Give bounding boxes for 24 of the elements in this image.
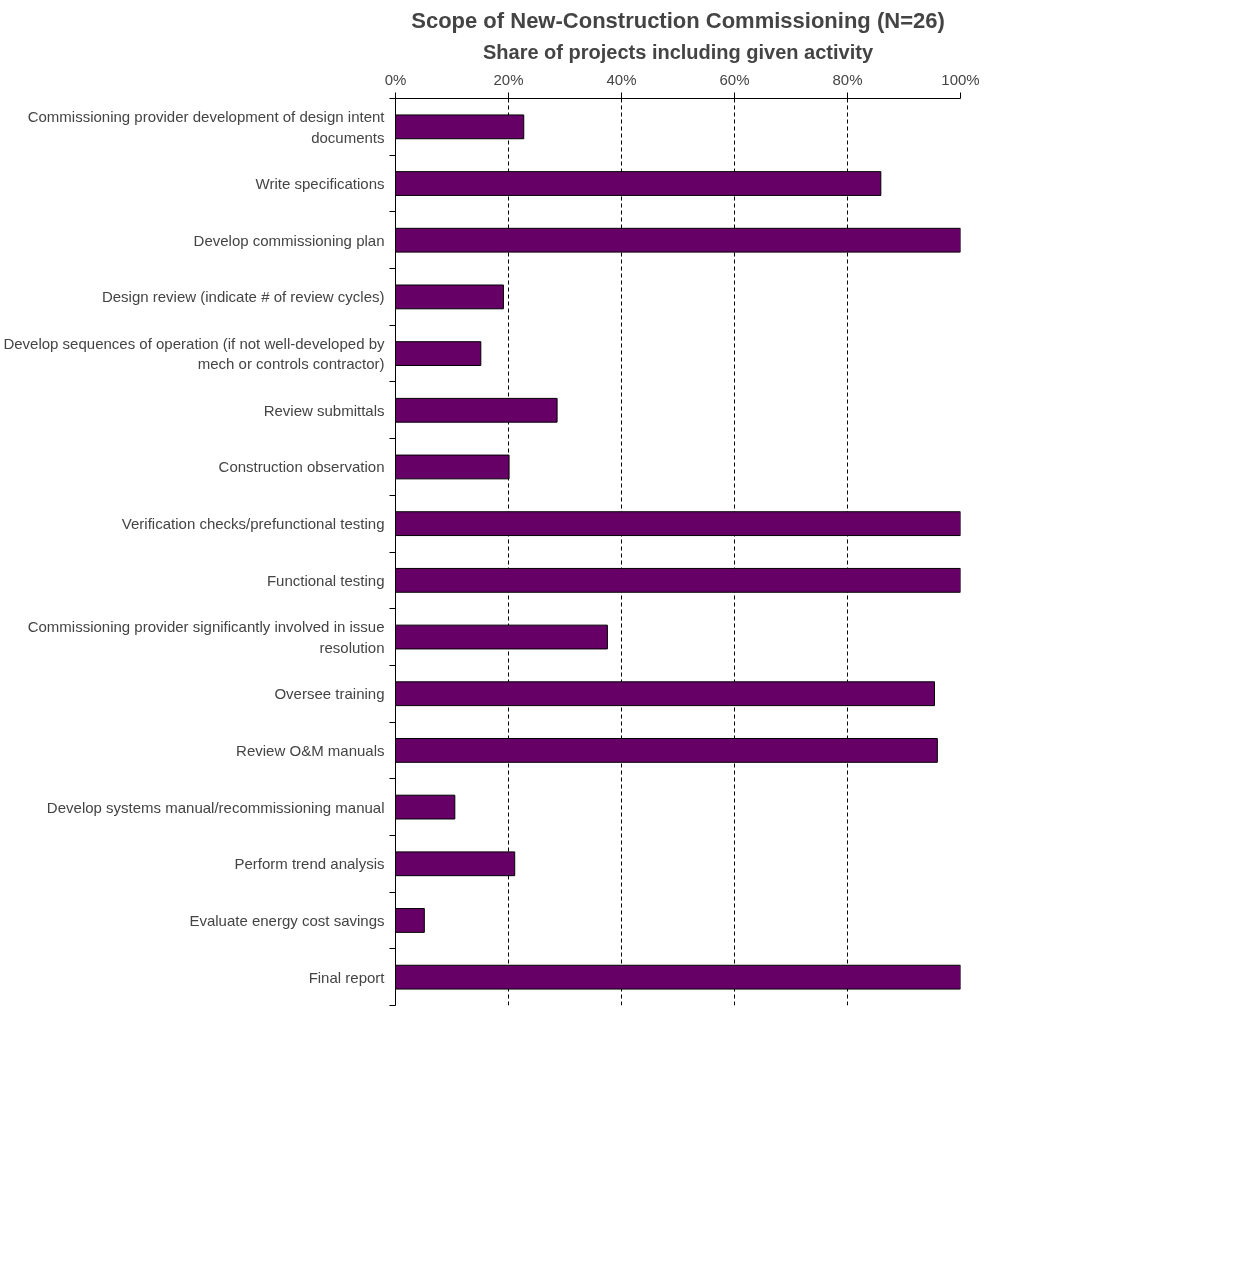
y-tick-label: Design review (indicate # of review cycles) [101, 288, 385, 306]
x-tick-label: 80% [832, 70, 863, 88]
x-tick-label: 0% [384, 70, 407, 88]
y-tick-label: Verification checks/prefunctional testing [121, 515, 385, 533]
y-tick-label: Develop systems manual/recommissioning manual [46, 798, 385, 816]
x-tick-label: 100% [941, 70, 980, 88]
y-tick-label: Develop commissioning plan [193, 231, 385, 249]
y-tick-label: Perform trend analysis [234, 855, 385, 873]
chart-title: Scope of New-Construction Commissioning (N=26) [411, 7, 945, 33]
x-tick-label: 40% [606, 70, 637, 88]
y-tick-label: Oversee training [274, 685, 385, 703]
y-tick-label: Develop sequences of operation (if not well-developed by mech or controls contractor) [3, 334, 385, 373]
x-tick-label: 60% [719, 70, 750, 88]
x-axis-title: Share of projects including given activity [482, 40, 874, 63]
y-tick-label: Functional testing [266, 571, 385, 589]
y-tick-label: Final report [308, 968, 386, 986]
y-tick-label: Evaluate energy cost savings [189, 911, 385, 929]
y-tick-label: Commissioning provider significantly involved in issue resolution [27, 618, 385, 656]
y-tick-label: Write specifications [255, 175, 385, 193]
y-tick-label: Commissioning provider development of design intent documents [27, 108, 386, 146]
y-tick-label: Construction observation [218, 458, 385, 476]
x-tick-label: 20% [493, 70, 524, 88]
y-tick-label: Review O&M manuals [236, 741, 385, 759]
y-tick-label: Review submittals [263, 401, 385, 419]
